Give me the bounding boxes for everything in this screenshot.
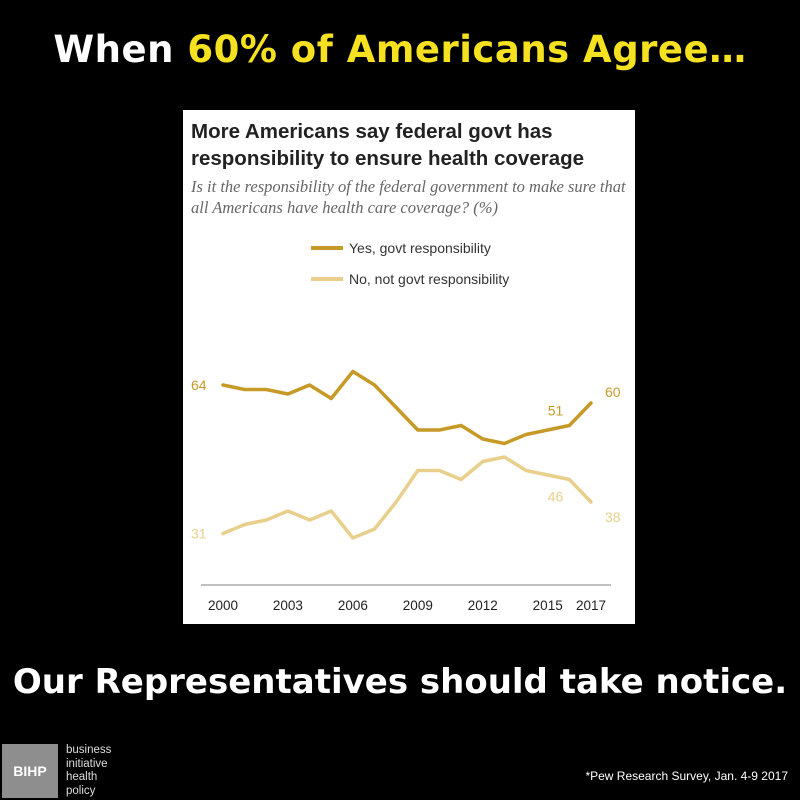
bihp-logo: BIHP (2, 744, 58, 798)
headline-prefix: When (53, 28, 188, 71)
x-tick-label: 2000 (208, 598, 238, 613)
logo-line: policy (66, 784, 96, 797)
data-label-2017-yes: 60 (605, 384, 621, 400)
legend-item-yes: Yes, govt responsibility (311, 240, 491, 256)
x-tick-label: 2017 (576, 598, 606, 613)
legend-swatch-yes (311, 246, 343, 250)
logo-abbr: BIHP (13, 763, 47, 779)
headline-highlight: 60% of Americans Agree… (187, 28, 747, 71)
source-note: *Pew Research Survey, Jan. 4-9 2017 (585, 769, 788, 783)
line-chart: 2000 2003 2006 2009 2012 2015 2017 64 51 60 31 46 38 (191, 369, 621, 613)
logo-line: business (66, 744, 112, 756)
series-line-no (221, 455, 593, 540)
legend-swatch-no (311, 277, 343, 281)
x-tick-label: 2003 (273, 598, 303, 613)
data-label-2016-yes: 51 (548, 403, 564, 419)
x-tick-label: 2012 (468, 598, 498, 613)
x-tick-label: 2009 (403, 598, 433, 613)
data-label-start-no: 31 (191, 526, 207, 542)
data-label-2017-no: 38 (605, 509, 621, 525)
series-line-yes (221, 369, 593, 446)
x-tick-label: 2015 (533, 598, 563, 613)
headline: When 60% of Americans Agree… (0, 28, 800, 71)
legend-item-no: No, not govt responsibility (311, 271, 509, 287)
x-tick-label: 2006 (338, 598, 368, 613)
data-label-2016-no: 46 (548, 489, 564, 505)
logo-line: health (66, 771, 98, 783)
logo-line: initiative (66, 757, 108, 770)
data-label-start-yes: 64 (191, 377, 207, 393)
chart-subtitle: Is it the responsibility of the federal … (191, 177, 626, 217)
chart-title: More Americans say federal govt has resp… (191, 120, 585, 170)
chart-card: 2000 2003 2006 2009 2012 2015 2017 64 51 60 31 46 38… (183, 110, 635, 624)
bottom-text: Our Representatives should take notice. (12, 662, 788, 702)
logo-wordmark: business initiative health policy (66, 744, 146, 798)
legend-label-no: No, not govt responsibility (349, 271, 510, 287)
legend-label-yes: Yes, govt responsibility (349, 240, 491, 256)
